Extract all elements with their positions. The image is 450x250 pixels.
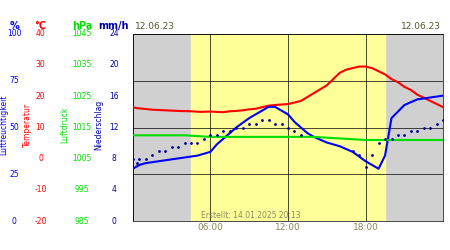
Text: 16: 16 — [109, 92, 119, 101]
Text: 4: 4 — [112, 186, 116, 194]
Text: Temperatur: Temperatur — [23, 103, 32, 147]
Text: 25: 25 — [9, 170, 19, 179]
Text: 20: 20 — [109, 60, 119, 70]
Text: Luftfeuchtigkeit: Luftfeuchtigkeit — [0, 95, 8, 155]
Bar — [191, 34, 385, 221]
Text: 0: 0 — [12, 217, 17, 226]
Text: 985: 985 — [75, 217, 89, 226]
Text: 1035: 1035 — [72, 60, 92, 70]
Text: 10: 10 — [36, 123, 45, 132]
Text: 50: 50 — [9, 123, 19, 132]
Text: 12.06.23: 12.06.23 — [401, 22, 441, 31]
Text: 12: 12 — [109, 123, 119, 132]
Text: 24: 24 — [109, 29, 119, 38]
Text: 1005: 1005 — [72, 154, 92, 163]
Text: 20: 20 — [36, 92, 45, 101]
Text: 0: 0 — [38, 154, 43, 163]
Text: 100: 100 — [7, 29, 22, 38]
Text: -10: -10 — [34, 186, 47, 194]
Text: 0: 0 — [112, 217, 116, 226]
Text: 40: 40 — [36, 29, 45, 38]
Text: 30: 30 — [36, 60, 45, 70]
Text: Niederschlag: Niederschlag — [94, 100, 104, 150]
Text: mm/h: mm/h — [99, 21, 129, 31]
Text: 12.06.23: 12.06.23 — [135, 22, 175, 31]
Text: 1015: 1015 — [72, 123, 91, 132]
Text: Luftdruck: Luftdruck — [60, 107, 69, 143]
Text: -20: -20 — [34, 217, 47, 226]
Text: Erstellt: 14.01.2025 20:13: Erstellt: 14.01.2025 20:13 — [201, 211, 301, 220]
Text: 1025: 1025 — [72, 92, 91, 101]
Text: °C: °C — [35, 21, 46, 31]
Text: 995: 995 — [75, 186, 89, 194]
Text: 8: 8 — [112, 154, 116, 163]
Text: 1045: 1045 — [72, 29, 92, 38]
Text: hPa: hPa — [72, 21, 92, 31]
Text: %: % — [9, 21, 19, 31]
Text: 75: 75 — [9, 76, 19, 85]
